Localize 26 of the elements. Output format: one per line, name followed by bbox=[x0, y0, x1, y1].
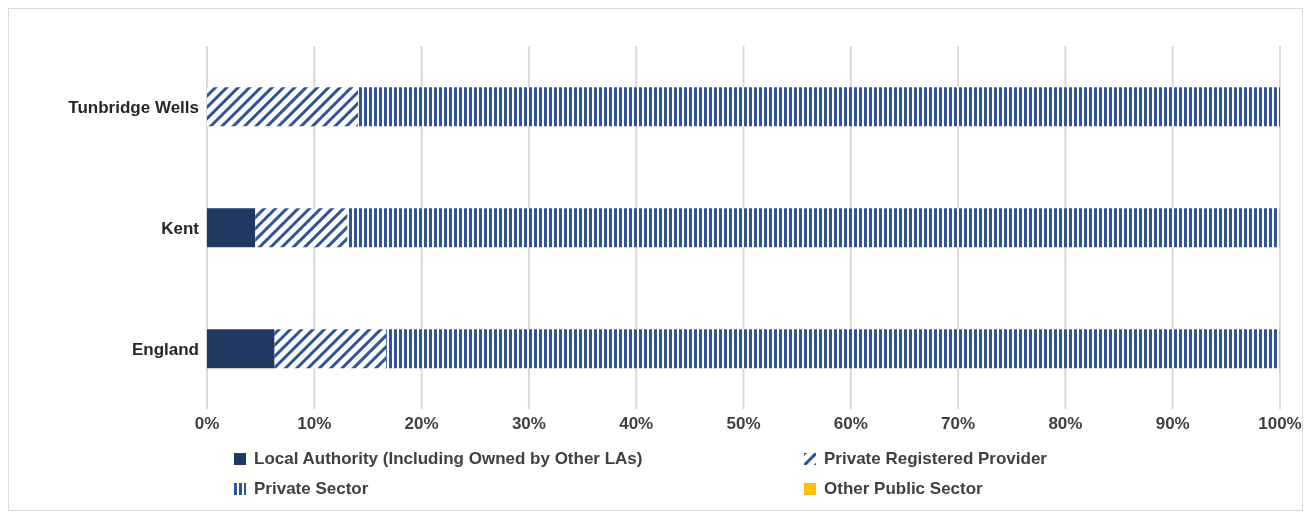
bar bbox=[386, 329, 1279, 369]
x-tick-label: 0% bbox=[194, 414, 220, 434]
y-tick-label: England bbox=[131, 339, 199, 359]
x-tick-label: 80% bbox=[1048, 414, 1083, 434]
x-tick-label: 70% bbox=[941, 414, 976, 434]
x-tick-label: 30% bbox=[511, 414, 546, 434]
bar bbox=[358, 87, 1280, 127]
x-tick-label: 60% bbox=[833, 414, 868, 434]
x-tick-label: 40% bbox=[619, 414, 654, 434]
bar bbox=[207, 208, 256, 248]
x-tick-label: 90% bbox=[1155, 414, 1190, 434]
bar bbox=[207, 329, 275, 369]
bar bbox=[274, 329, 387, 369]
x-tick-label: 20% bbox=[404, 414, 439, 434]
legend-label: Private Sector bbox=[254, 479, 369, 499]
bar bbox=[347, 208, 1279, 248]
x-tick-label: 100% bbox=[1258, 414, 1302, 434]
y-tick-label: Kent bbox=[161, 218, 200, 238]
legend-label: Private Registered Provider bbox=[824, 449, 1047, 469]
legend-label: Local Authority (Including Owned by Other LAs) bbox=[254, 449, 643, 469]
bar bbox=[207, 87, 359, 127]
x-tick-label: 10% bbox=[297, 414, 332, 434]
legend-label: Other Public Sector bbox=[824, 479, 983, 499]
y-tick-label: Tunbridge Wells bbox=[68, 97, 199, 117]
x-tick-label: 50% bbox=[726, 414, 761, 434]
bar bbox=[255, 208, 348, 248]
